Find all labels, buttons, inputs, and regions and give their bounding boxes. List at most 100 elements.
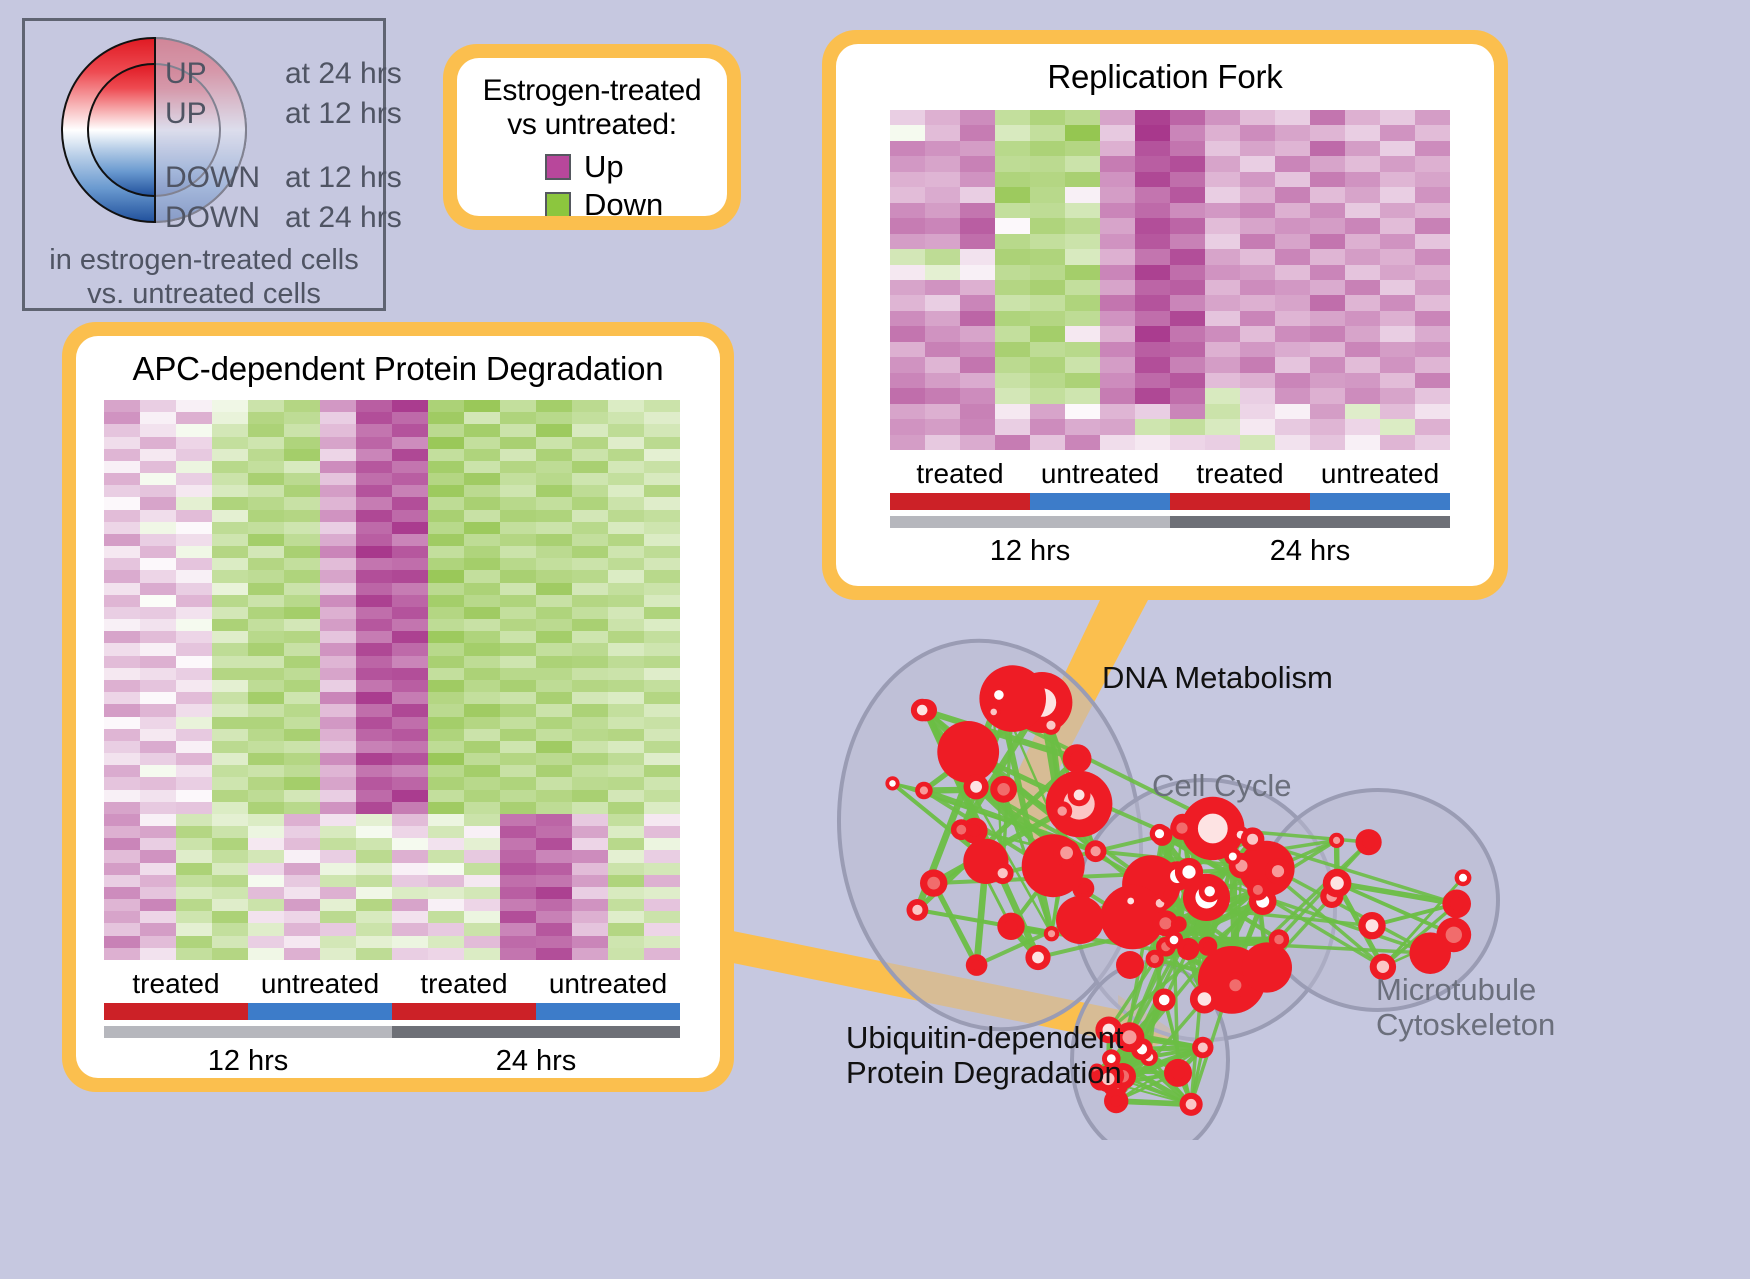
heatmap-cell [925, 310, 960, 327]
heatmap-cell [1380, 156, 1415, 172]
heatmap-cell [1135, 419, 1170, 435]
heatmap-cell [104, 485, 140, 498]
heatmap-cell [608, 436, 644, 449]
heatmap-cell [428, 728, 464, 741]
heatmap-cell [890, 187, 925, 203]
heatmap-cell [1030, 202, 1065, 219]
heatmap-cell [1170, 279, 1205, 296]
heatmap-cell [356, 716, 392, 729]
heatmap-cell [248, 473, 284, 486]
heatmap-cell [500, 765, 536, 778]
heatmap-cell [536, 509, 572, 522]
heatmap-cell [960, 279, 995, 296]
heatmap-cell [960, 110, 995, 126]
condition-label-0: treated [132, 968, 220, 999]
heatmap-cell [500, 679, 536, 693]
heatmap-cell [1380, 279, 1415, 296]
heatmap-cell [464, 777, 500, 790]
heatmap-cell [212, 424, 248, 437]
heatmap-cell [1275, 171, 1310, 188]
heatmap-cell [536, 655, 572, 668]
heatmap-cell [284, 497, 320, 510]
heatmap-cell [1415, 110, 1450, 126]
heatmap-cell [500, 911, 536, 924]
heatmap-cell [960, 403, 995, 420]
heatmap-cell [212, 838, 248, 851]
heatmap-cell [1275, 403, 1310, 420]
heatmap-cell [284, 886, 320, 900]
heatmap-cell [500, 826, 536, 839]
heatmap-cell [536, 619, 572, 632]
heatmap-cell [1100, 310, 1135, 327]
heatmap-cell [572, 497, 608, 510]
heatmap-cell [1205, 233, 1240, 250]
heatmap-cell [1205, 372, 1240, 389]
heatmap-cell [464, 838, 500, 851]
heatmap-cell [284, 753, 320, 766]
heatmap-cell [356, 619, 392, 632]
heatmap-cell [356, 424, 392, 437]
heatmap-cell [995, 357, 1030, 373]
heatmap-cell [104, 789, 140, 802]
heatmap-cell [320, 606, 356, 620]
heatmap-cell [644, 448, 680, 461]
heatmap-cell [925, 434, 960, 450]
heatmap-cell [356, 533, 392, 547]
heatmap-cell [284, 692, 320, 705]
heatmap-cell [248, 692, 284, 705]
heatmap-cell [140, 899, 176, 912]
heatmap-cell [608, 886, 644, 900]
heatmap-cell [320, 801, 356, 814]
heatmap-cell [248, 448, 284, 461]
heatmap-cell [428, 509, 464, 522]
heatmap-cell [428, 838, 464, 851]
heatmap-cell [428, 497, 464, 510]
heatmap-cell [212, 886, 248, 900]
network-node-core [1271, 865, 1285, 878]
heatmap-cell [1100, 264, 1135, 280]
heatmap-cell [572, 728, 608, 741]
heatmap-cell [284, 460, 320, 474]
network-svg [837, 638, 1500, 1160]
network-node-core [1365, 919, 1379, 933]
heatmap-cell [464, 704, 500, 717]
heatmap-cell [500, 619, 536, 632]
heatmap-cell [428, 521, 464, 534]
heatmap-cell [1030, 372, 1065, 389]
heatmap-cell [140, 533, 176, 547]
heatmap-cell [572, 448, 608, 461]
legend-row-up-24: UP at 24 hrs [165, 57, 402, 90]
heatmap-cell [140, 424, 176, 437]
heatmap-cell [140, 947, 176, 960]
heatmap-cell [176, 667, 212, 680]
heatmap-cell [1170, 187, 1205, 203]
heatmap-cell [644, 923, 680, 936]
heatmap-cell [500, 521, 536, 534]
heatmap-cell [176, 765, 212, 778]
heatmap-cell [284, 716, 320, 729]
heatmap-cell [176, 753, 212, 766]
heatmap-cell [212, 619, 248, 632]
heatmap-cell [1100, 202, 1135, 219]
heatmap-cell [1310, 341, 1345, 358]
heatmap-cell [925, 187, 960, 203]
heatmap-cell [464, 497, 500, 510]
heatmap-cell [1275, 140, 1310, 157]
heatmap-cell [1170, 310, 1205, 327]
heatmap-cell [890, 388, 925, 404]
heatmap-cell [104, 436, 140, 449]
network-node-core [1078, 883, 1089, 894]
heatmap-cell [644, 801, 680, 814]
heatmap-cell [104, 570, 140, 583]
heatmap-cell [248, 716, 284, 729]
heatmap-cell [392, 400, 428, 413]
heatmap-cell [608, 899, 644, 912]
heatmap-cell [572, 655, 608, 668]
heatmap-cell [140, 692, 176, 705]
heatmap-cell [1170, 125, 1205, 141]
heatmap-cell [1415, 171, 1450, 188]
heatmap-cell [356, 886, 392, 900]
heatmap-cell [995, 249, 1030, 265]
heatmap-cell [925, 140, 960, 157]
heatmap-cell [212, 923, 248, 936]
